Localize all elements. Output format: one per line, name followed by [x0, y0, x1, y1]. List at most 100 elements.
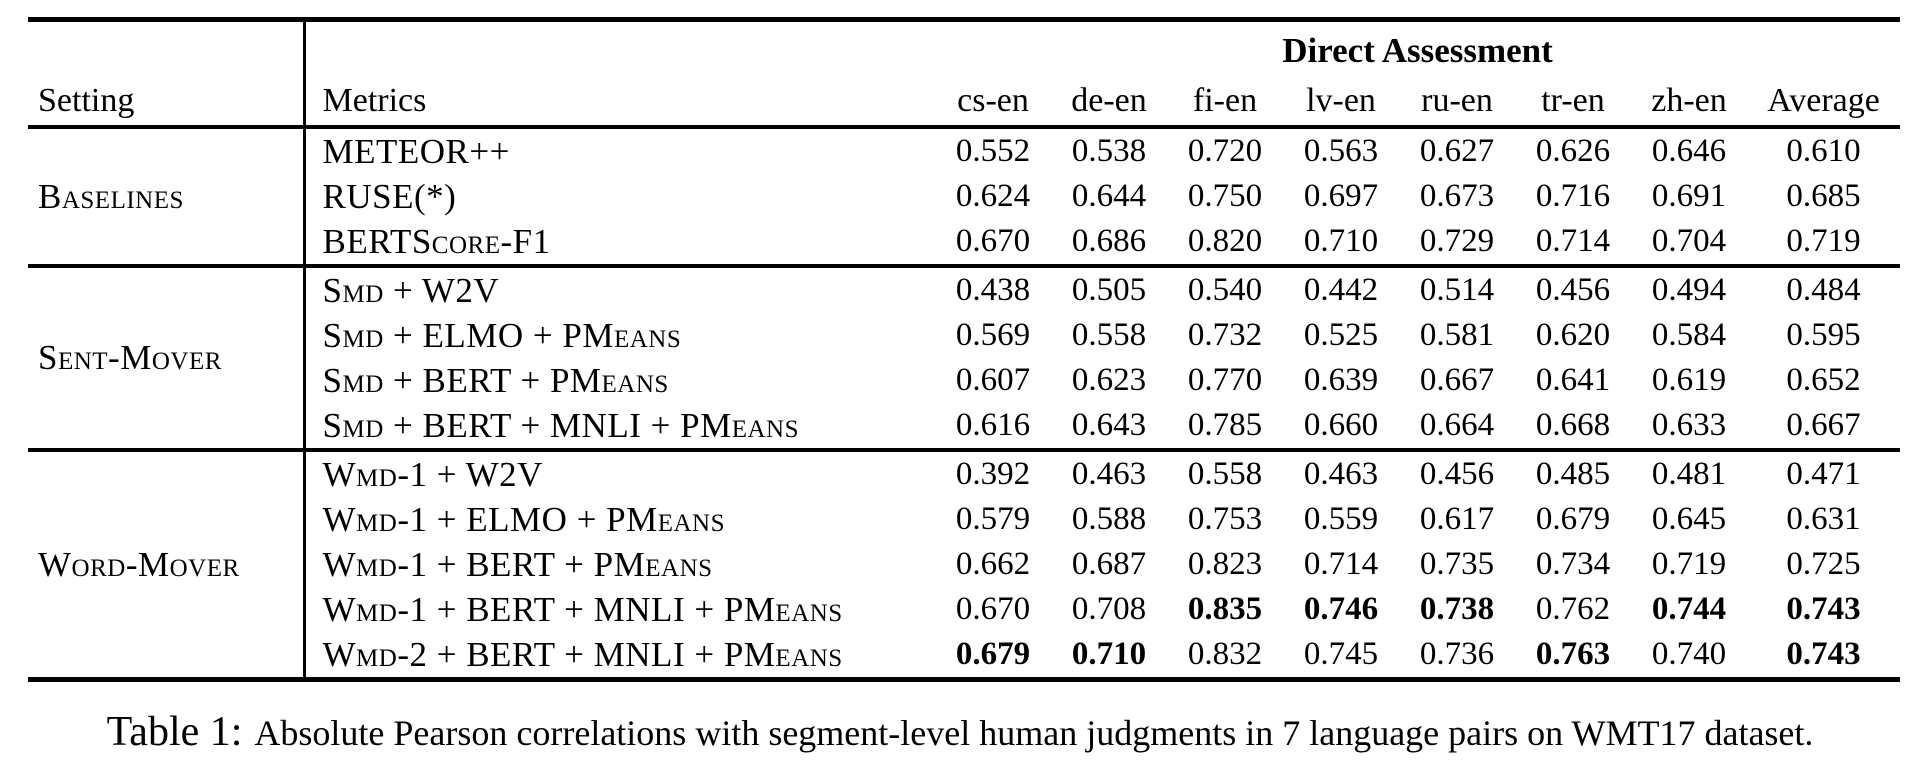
value-cell: 0.631: [1786, 501, 1861, 537]
value-cell: 0.732: [1187, 317, 1263, 353]
value-cell: 0.725: [1786, 546, 1861, 582]
group-baselines: Baselines METEOR++ 0.552 0.538 0.720 0.563 0.6…: [28, 127, 1901, 266]
value-cell: 0.746: [1303, 591, 1379, 627]
value-cell: 0.552: [955, 133, 1031, 169]
setting-label: Sent-Mover: [38, 338, 222, 377]
value-cell: 0.744: [1651, 591, 1727, 627]
value-cell: 0.505: [1071, 272, 1147, 308]
column-header-tr-en: tr-en: [1541, 81, 1605, 119]
value-cell: 0.660: [1303, 407, 1379, 443]
value-cell: 0.735: [1419, 546, 1495, 582]
column-header-de-en: de-en: [1071, 81, 1147, 119]
value-cell: 0.736: [1419, 636, 1495, 672]
setting-label: Baselines: [38, 176, 184, 216]
value-cell: 0.785: [1187, 407, 1263, 443]
setting-header-spacer: [28, 20, 304, 77]
value-cell: 0.610: [1786, 133, 1861, 169]
setting-label: Word-Mover: [38, 544, 240, 584]
value-cell: 0.624: [955, 178, 1031, 214]
value-cell: 0.710: [1071, 636, 1147, 672]
value-cell: 0.708: [1071, 591, 1147, 627]
value-cell: 0.456: [1419, 456, 1495, 492]
value-cell: 0.714: [1535, 223, 1611, 259]
value-cell: 0.643: [1071, 407, 1147, 443]
table-row: Sent-Mover Smd + W2V 0.438 0.505 0.540 0.442 0…: [28, 266, 1900, 377]
value-cell: 0.667: [1786, 407, 1861, 443]
value-cell: 0.679: [955, 636, 1031, 672]
value-cell: 0.734: [1535, 546, 1611, 582]
direct-assessment-header: Direct Assessment: [1282, 31, 1553, 70]
metric-label: BERTScore-F1: [302, 219, 935, 266]
table-row: RUSE(*) 0.624 0.644 0.750 0.697 0.673 0.716 0.6…: [28, 174, 1900, 219]
value-cell: 0.581: [1419, 317, 1495, 353]
metric-label: Wmd-2 + BERT + MNLI + PMeans: [302, 632, 935, 680]
value-cell: 0.558: [1187, 456, 1263, 492]
value-cell: 0.670: [955, 591, 1031, 627]
value-cell: 0.704: [1651, 223, 1727, 259]
value-cell: 0.668: [1535, 407, 1611, 443]
value-cell: 0.616: [955, 407, 1031, 443]
table-row: Baselines METEOR++ 0.552 0.538 0.720 0.563 0.6…: [28, 127, 1900, 216]
value-cell: 0.652: [1786, 362, 1861, 398]
metric-label: Smd + ELMO + PMeans: [302, 313, 935, 358]
metric-label: Smd + W2V: [302, 266, 935, 313]
value-cell: 0.626: [1535, 133, 1611, 169]
table-row: Wmd-1 + BERT + MNLI + PMeans 0.670 0.708 0.…: [28, 587, 1900, 632]
metric-label: Smd + BERT + PMeans: [302, 358, 935, 403]
value-cell: 0.438: [955, 272, 1031, 308]
value-cell: 0.738: [1419, 591, 1495, 627]
value-cell: 0.633: [1651, 407, 1727, 443]
value-cell: 0.716: [1535, 178, 1611, 214]
table-header: Direct Assessment Setting Metrics cs-en d…: [28, 19, 1901, 127]
value-cell: 0.714: [1303, 546, 1379, 582]
table-row: Smd + ELMO + PMeans 0.569 0.558 0.732 0.525 0…: [28, 313, 1900, 358]
column-header-row: Setting Metrics cs-en de-en fi-en lv-en ru-e…: [28, 76, 1900, 127]
value-cell: 0.620: [1535, 317, 1611, 353]
value-cell: 0.763: [1535, 636, 1611, 672]
value-cell: 0.685: [1786, 178, 1861, 214]
value-cell: 0.484: [1786, 272, 1861, 308]
table-row: Word-Mover Wmd-1 + W2V 0.392 0.463 0.558 0.46…: [28, 450, 1900, 584]
table-row: Smd + BERT + MNLI + PMeans 0.616 0.643 0.78…: [28, 403, 1900, 450]
caption-label: Table 1:: [106, 709, 243, 755]
metric-label: Wmd-1 + BERT + MNLI + PMeans: [302, 587, 935, 632]
metric-label: Wmd-1 + ELMO + PMeans: [302, 497, 935, 542]
value-cell: 0.588: [1071, 501, 1147, 537]
value-cell: 0.494: [1651, 272, 1727, 308]
value-cell: 0.538: [1071, 133, 1147, 169]
value-cell: 0.823: [1187, 546, 1263, 582]
value-cell: 0.627: [1419, 133, 1495, 169]
group-sent-mover: Sent-Mover Smd + W2V 0.438 0.505 0.540 0.442 0…: [28, 266, 1901, 450]
table-row: Wmd-1 + ELMO + PMeans 0.579 0.588 0.753 0.55…: [28, 497, 1900, 542]
value-cell: 0.641: [1535, 362, 1611, 398]
column-header-ru-en: ru-en: [1421, 81, 1493, 119]
value-cell: 0.463: [1303, 456, 1379, 492]
value-cell: 0.456: [1535, 272, 1611, 308]
value-cell: 0.607: [955, 362, 1031, 398]
value-cell: 0.710: [1303, 223, 1379, 259]
table-row: Smd + BERT + PMeans 0.607 0.623 0.770 0.639 0…: [28, 358, 1900, 403]
value-cell: 0.743: [1786, 636, 1861, 672]
value-cell: 0.719: [1651, 546, 1727, 582]
column-header-cs-en: cs-en: [957, 81, 1029, 119]
metrics-header-spacer: [302, 19, 935, 76]
group-word-mover: Word-Mover Wmd-1 + W2V 0.392 0.463 0.558 0.46…: [28, 450, 1901, 680]
value-cell: 0.617: [1419, 501, 1495, 537]
value-cell: 0.686: [1071, 223, 1147, 259]
value-cell: 0.662: [955, 546, 1031, 582]
value-cell: 0.646: [1651, 133, 1727, 169]
metric-label: Smd + BERT + MNLI + PMeans: [302, 403, 935, 450]
value-cell: 0.639: [1303, 362, 1379, 398]
setting-column-header: Setting: [38, 81, 135, 119]
column-header-fi-en: fi-en: [1192, 81, 1258, 119]
value-cell: 0.463: [1071, 456, 1147, 492]
value-cell: 0.673: [1419, 178, 1495, 214]
value-cell: 0.740: [1651, 636, 1727, 672]
value-cell: 0.691: [1651, 178, 1727, 214]
value-cell: 0.762: [1535, 591, 1611, 627]
value-cell: 0.514: [1419, 272, 1495, 308]
table-caption: Table 1: Absolute Pearson correlations wi…: [0, 708, 1920, 756]
value-cell: 0.719: [1786, 223, 1861, 259]
value-cell: 0.485: [1535, 456, 1611, 492]
metric-label: Wmd-1 + BERT + PMeans: [302, 542, 935, 587]
